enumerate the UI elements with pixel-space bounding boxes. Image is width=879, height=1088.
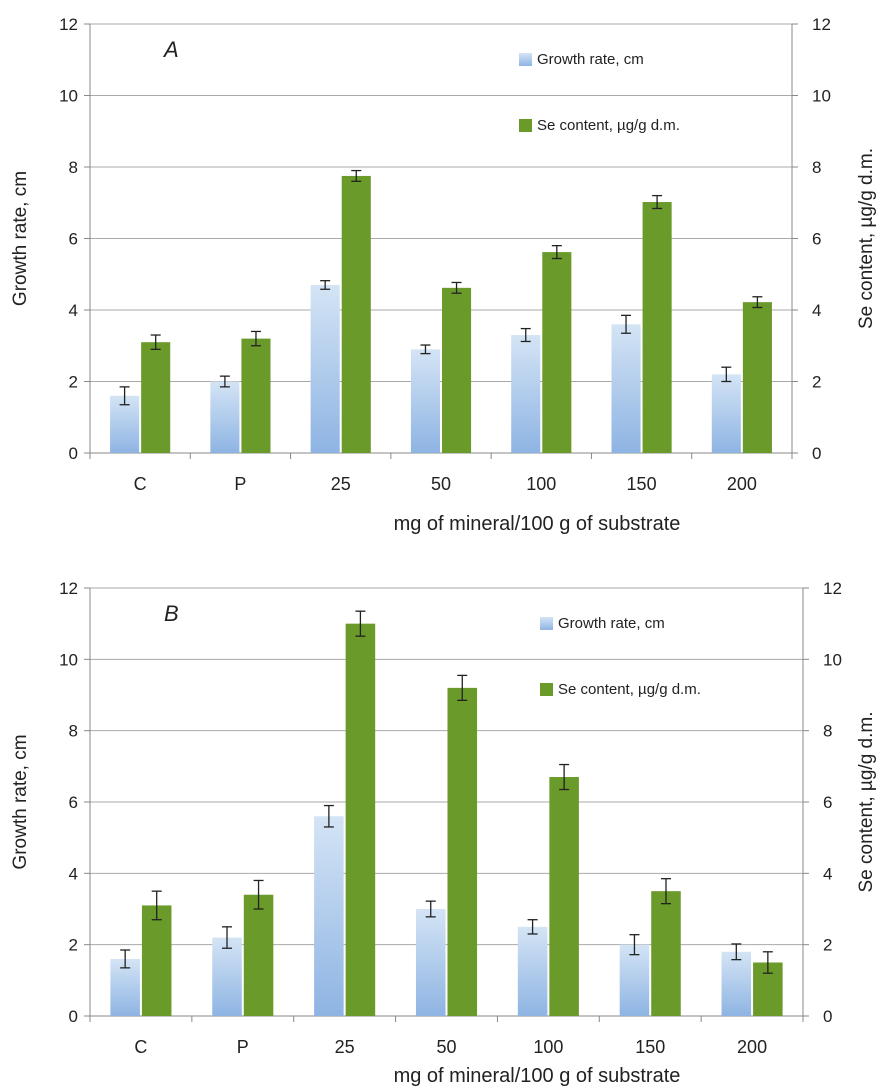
- growth-rate-bar: [310, 284, 340, 453]
- growth-rate-bar: [611, 324, 641, 453]
- legend-swatch-se: [519, 119, 532, 132]
- y-tick-label: 4: [69, 301, 78, 320]
- y2-axis-title: Se content, µg/g d.m.: [856, 148, 877, 329]
- x-tick-label: 25: [331, 474, 351, 494]
- growth-rate-bar: [314, 816, 344, 1016]
- se-content-bar: [442, 287, 472, 453]
- growth-rate-bar: [210, 381, 240, 453]
- y2-tick-label: 4: [823, 864, 832, 883]
- y-tick-label: 10: [59, 650, 78, 669]
- x-tick-label: P: [237, 1037, 249, 1057]
- se-content-bar: [345, 623, 376, 1016]
- y2-tick-label: 12: [823, 579, 842, 598]
- y2-axis-title: Se content, µg/g d.m.: [856, 712, 877, 893]
- x-tick-label: 100: [526, 474, 556, 494]
- y-axis-title: Growth rate, cm: [10, 171, 31, 306]
- legend-label-growth: Growth rate, cm: [558, 615, 665, 632]
- panel-label: B: [164, 601, 179, 626]
- x-tick-label: 100: [533, 1037, 563, 1057]
- y2-tick-label: 2: [812, 373, 821, 392]
- se-content-bar: [447, 687, 478, 1016]
- x-tick-label: 50: [431, 474, 451, 494]
- chart-panel-b: 0 0 2 2 4 4 6 6 8 8 10 10 12 12 C P 25 50 100 150 200 B Growth…: [10, 579, 877, 1087]
- y2-tick-label: 0: [823, 1007, 832, 1026]
- y2-tick-label: 12: [812, 15, 831, 34]
- y2-tick-label: 0: [812, 444, 821, 463]
- legend-swatch-growth: [519, 53, 532, 66]
- growth-rate-bar: [711, 374, 741, 453]
- y2-tick-label: 10: [823, 650, 842, 669]
- y2-tick-label: 4: [812, 301, 821, 320]
- se-content-bar: [141, 342, 171, 453]
- y-tick-label: 4: [69, 864, 78, 883]
- growth-rate-bar: [415, 909, 446, 1016]
- y-tick-label: 6: [69, 230, 78, 249]
- se-content-bar: [742, 302, 772, 453]
- y2-tick-label: 8: [823, 722, 832, 741]
- x-axis-title: mg of mineral/100 g of substrate: [394, 513, 681, 535]
- legend-swatch-growth: [540, 617, 553, 630]
- y-tick-label: 0: [69, 1007, 78, 1026]
- growth-rate-bar: [721, 951, 752, 1016]
- se-content-bar: [341, 175, 371, 453]
- x-tick-label: C: [134, 474, 147, 494]
- y-tick-label: 12: [59, 15, 78, 34]
- growth-rate-bar: [517, 926, 548, 1016]
- growth-rate-bar: [511, 335, 541, 453]
- y-tick-label: 8: [69, 722, 78, 741]
- se-content-bar: [241, 338, 271, 453]
- legend-label-se: Se content, µg/g d.m.: [537, 117, 680, 134]
- y2-tick-label: 2: [823, 936, 832, 955]
- growth-rate-bar: [212, 937, 242, 1016]
- x-axis-title: mg of mineral/100 g of substrate: [394, 1065, 681, 1087]
- legend-label-growth: Growth rate, cm: [537, 51, 644, 68]
- x-tick-label: C: [134, 1037, 147, 1057]
- y-tick-label: 6: [69, 793, 78, 812]
- se-content-bar: [651, 891, 681, 1016]
- y-tick-label: 8: [69, 158, 78, 177]
- se-content-bar: [542, 252, 572, 453]
- y-axis-title: Growth rate, cm: [10, 734, 31, 869]
- y-tick-label: 0: [69, 444, 78, 463]
- y-tick-label: 12: [59, 579, 78, 598]
- y2-tick-label: 8: [812, 158, 821, 177]
- y-tick-label: 10: [59, 87, 78, 106]
- chart-panel-a: 0 0 2 2 4 4 6 6 8 8 10 10 12 12 C P 25 50 100 150 200 A Growth…: [10, 15, 877, 535]
- se-content-bar: [642, 202, 672, 453]
- growth-rate-bar: [619, 944, 650, 1016]
- se-content-bar: [549, 777, 579, 1016]
- panel-label: A: [162, 37, 179, 62]
- y-tick-label: 2: [69, 373, 78, 392]
- x-tick-label: 150: [635, 1037, 665, 1057]
- se-content-bar: [141, 905, 172, 1016]
- x-tick-label: 200: [727, 474, 757, 494]
- y2-tick-label: 10: [812, 87, 831, 106]
- y2-tick-label: 6: [812, 230, 821, 249]
- x-tick-label: P: [234, 474, 246, 494]
- se-content-bar: [243, 894, 274, 1016]
- x-tick-label: 200: [737, 1037, 767, 1057]
- x-tick-label: 150: [627, 474, 657, 494]
- x-tick-label: 25: [335, 1037, 355, 1057]
- x-tick-label: 50: [436, 1037, 456, 1057]
- y-tick-label: 2: [69, 936, 78, 955]
- y2-tick-label: 6: [823, 793, 832, 812]
- legend-swatch-se: [540, 683, 553, 696]
- legend-label-se: Se content, µg/g d.m.: [558, 681, 701, 698]
- growth-rate-bar: [410, 349, 440, 453]
